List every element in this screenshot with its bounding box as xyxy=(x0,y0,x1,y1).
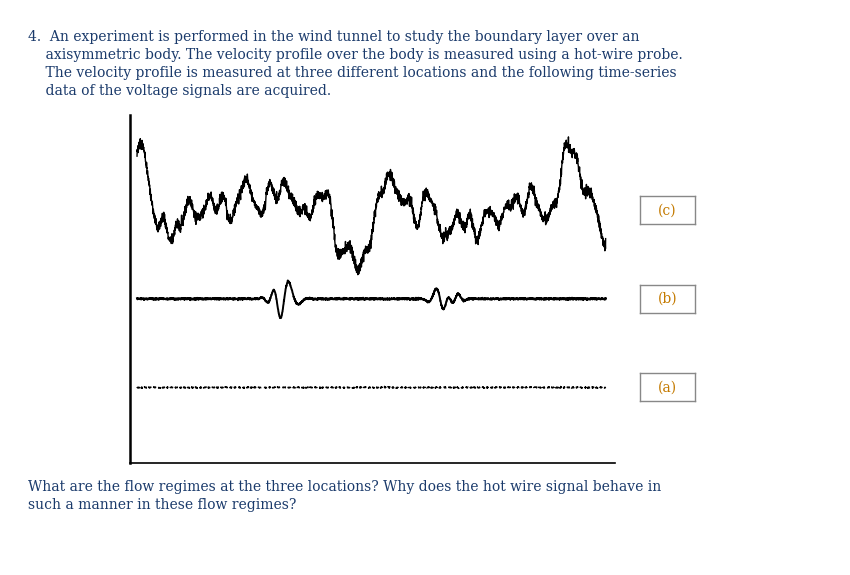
Text: (a): (a) xyxy=(658,381,677,394)
Text: such a manner in these flow regimes?: such a manner in these flow regimes? xyxy=(28,498,297,512)
Text: data of the voltage signals are acquired.: data of the voltage signals are acquired… xyxy=(28,84,332,98)
Text: What are the flow regimes at the three locations? Why does the hot wire signal b: What are the flow regimes at the three l… xyxy=(28,480,661,494)
Text: The velocity profile is measured at three different locations and the following : The velocity profile is measured at thre… xyxy=(28,66,677,80)
Text: (b): (b) xyxy=(658,292,677,306)
Text: axisymmetric body. The velocity profile over the body is measured using a hot-wi: axisymmetric body. The velocity profile … xyxy=(28,48,683,62)
Text: 4.  An experiment is performed in the wind tunnel to study the boundary layer ov: 4. An experiment is performed in the win… xyxy=(28,30,639,44)
Text: (c): (c) xyxy=(658,203,677,217)
